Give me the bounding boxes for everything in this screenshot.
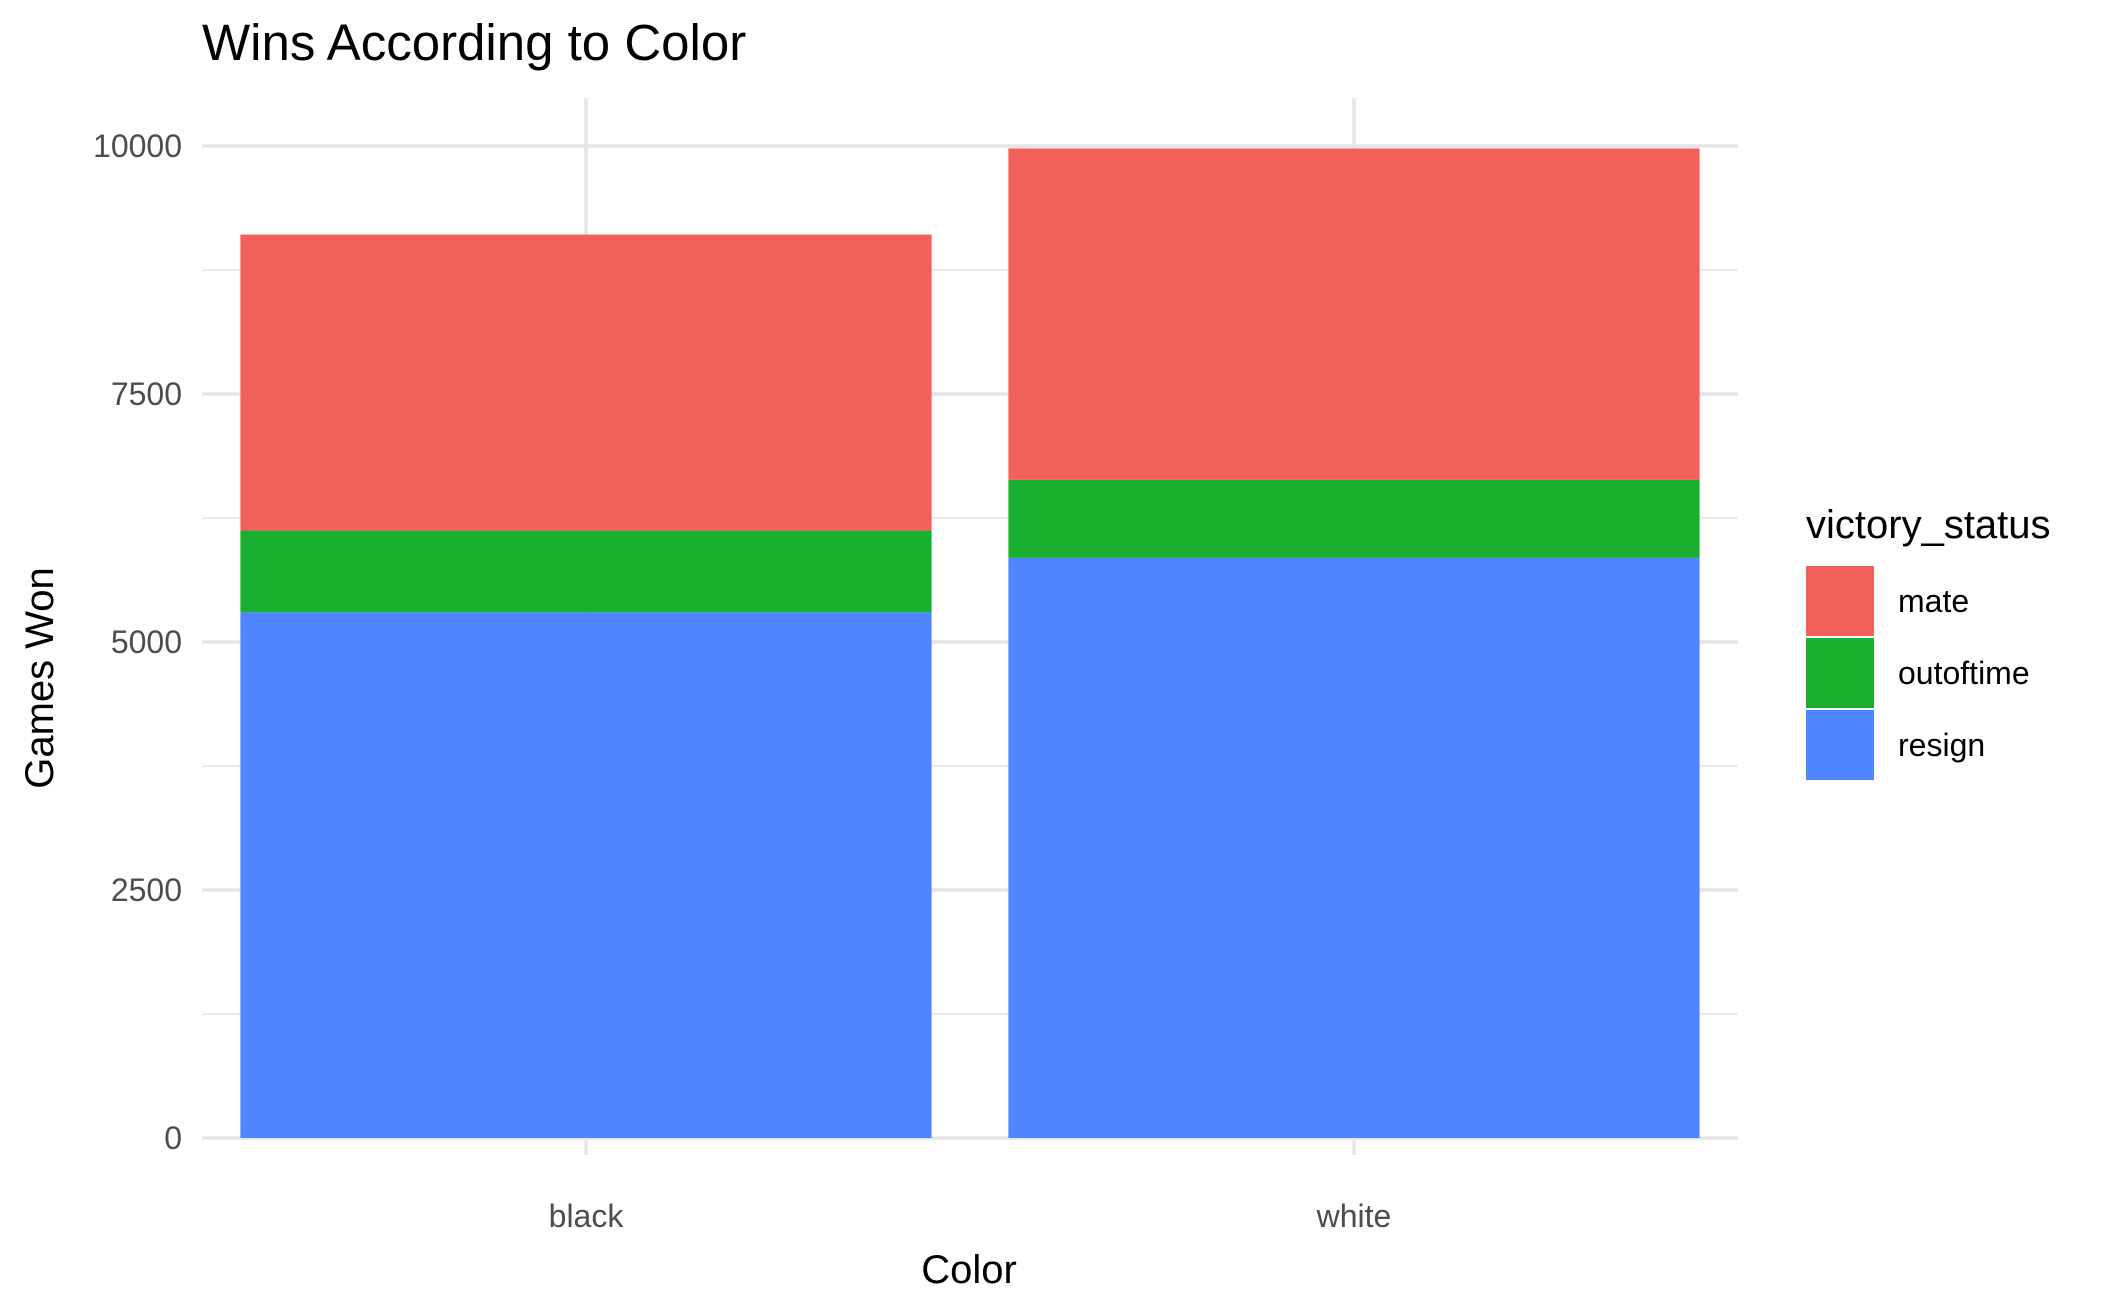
- y-tick-label: 2500: [111, 872, 182, 908]
- y-tick-label: 0: [164, 1120, 182, 1156]
- bar-black-mate: [240, 234, 932, 531]
- bar-white-outoftime: [1008, 479, 1700, 558]
- y-tick-label: 5000: [111, 624, 182, 660]
- bar-white-mate: [1008, 148, 1700, 480]
- bar-white-resign: [1008, 557, 1700, 1138]
- y-axis-title: Games Won: [18, 567, 62, 789]
- y-axis-ticks: 0 2500 5000 7500 10000: [93, 128, 182, 1156]
- x-axis-ticks: black white: [549, 1198, 1392, 1234]
- x-tick-label: white: [1316, 1198, 1392, 1234]
- bar-black-outoftime: [240, 530, 932, 613]
- legend-label-mate: mate: [1898, 583, 1969, 619]
- legend-key-resign: [1806, 710, 1874, 780]
- legend-label-outoftime: outoftime: [1898, 655, 2030, 691]
- legend-key-mate: [1806, 566, 1874, 636]
- y-tick-label: 10000: [93, 128, 182, 164]
- bar-black-resign: [240, 612, 932, 1138]
- x-tick-label: black: [549, 1198, 625, 1234]
- chart-title: Wins According to Color: [202, 14, 746, 71]
- x-axis-title: Color: [921, 1248, 1017, 1292]
- legend-key-outoftime: [1806, 638, 1874, 708]
- bars: [240, 148, 1700, 1138]
- y-tick-label: 7500: [111, 376, 182, 412]
- legend-label-resign: resign: [1898, 727, 1985, 763]
- legend: victory_status mate outoftime resign: [1806, 503, 2051, 780]
- legend-title: victory_status: [1806, 503, 2051, 547]
